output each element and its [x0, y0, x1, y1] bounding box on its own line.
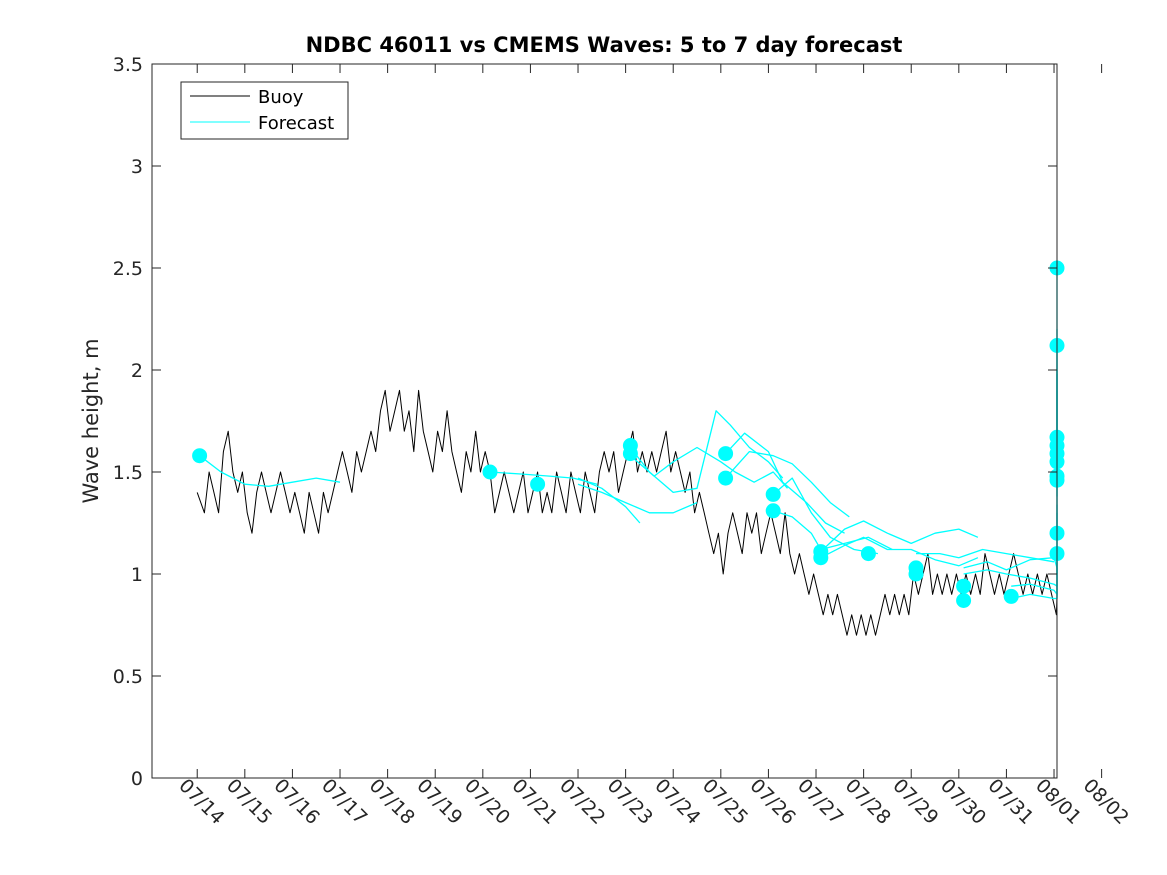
forecast-series-line-9	[772, 477, 879, 555]
forecast-series-line-5	[629, 410, 784, 494]
forecast-series-line-3	[577, 477, 641, 524]
x-tick-label-6: 07/20	[460, 775, 514, 829]
forecast-series-line-6	[629, 446, 788, 489]
legend-forecast-label: Forecast	[258, 113, 334, 134]
y-tick-label-3: 1.5	[113, 462, 143, 484]
x-tick-label-12: 07/26	[746, 775, 800, 829]
x-tick-label-2: 07/16	[270, 775, 324, 829]
y-axis-label: Wave height, m	[79, 338, 103, 503]
legend-buoy-label: Buoy	[258, 87, 304, 108]
x-tick-label-16: 07/30	[936, 775, 990, 829]
x-tick-label-15: 07/29	[888, 775, 942, 829]
x-tick-label-8: 07/22	[555, 775, 609, 829]
y-tick-label-4: 2	[131, 360, 143, 382]
x-tick-label-5: 07/19	[412, 775, 466, 829]
forecast-marker-8	[765, 503, 781, 519]
forecast-marker-5	[718, 446, 734, 462]
forecast-marker-16	[1003, 588, 1019, 604]
forecast-series-line-10	[773, 510, 893, 551]
forecast-marker-4	[622, 446, 638, 462]
x-tick-label-19: 08/02	[1079, 775, 1133, 829]
plot-area-frame	[151, 63, 1058, 779]
x-tick-label-3: 07/17	[317, 775, 371, 829]
x-tick-label-10: 07/24	[650, 775, 704, 829]
y-tick-label-1: 0.5	[113, 666, 143, 688]
forecast-marker-2	[530, 476, 546, 492]
x-tick-label-0: 07/14	[174, 775, 228, 829]
forecast-series-line-7	[725, 432, 845, 534]
y-tick-label-2: 1	[131, 564, 143, 586]
forecast-marker-10	[813, 550, 829, 566]
y-tick-label-0: 0	[131, 768, 143, 790]
y-tick-label-7: 3.5	[113, 54, 143, 76]
x-tick-label-1: 07/15	[222, 775, 276, 829]
forecast-series-line-4	[577, 483, 698, 514]
x-tick-label-18: 08/01	[1031, 775, 1085, 829]
forecast-series-line-13	[916, 548, 1055, 563]
x-tick-label-14: 07/28	[841, 775, 895, 829]
x-tick-label-13: 07/27	[793, 775, 847, 829]
axis-ticks-layer: 00.511.522.533.507/1407/1507/1607/1707/1…	[113, 54, 1133, 829]
y-tick-label-5: 2.5	[113, 258, 143, 280]
y-tick-label-6: 3	[131, 156, 143, 178]
plot-data-layer	[192, 260, 1065, 636]
forecast-series-line-8	[725, 450, 850, 518]
x-tick-label-7: 07/21	[508, 775, 562, 829]
forecast-marker-14	[956, 578, 972, 594]
x-tick-label-9: 07/23	[603, 775, 657, 829]
x-tick-label-17: 07/31	[984, 775, 1038, 829]
buoy-series-line	[196, 349, 1058, 636]
forecast-marker-15	[956, 593, 972, 608]
forecast-series-line-11	[820, 520, 979, 553]
forecast-marker-11	[860, 546, 876, 562]
x-tick-label-11: 07/25	[698, 775, 752, 829]
forecast-marker-1	[482, 464, 498, 480]
forecast-marker-13	[908, 566, 924, 582]
chart-title: NDBC 46011 vs CMEMS Waves: 5 to 7 day fo…	[306, 33, 903, 57]
forecast-marker-6	[718, 470, 734, 486]
forecast-series-line-1	[199, 455, 341, 487]
forecast-marker-0	[192, 448, 208, 464]
forecast-marker-7	[765, 486, 781, 502]
x-tick-label-4: 07/18	[365, 775, 419, 829]
legend-box	[180, 81, 349, 140]
forecast-series-line-12	[820, 536, 979, 567]
legend: Buoy Forecast	[180, 81, 349, 140]
forecast-series-line-17	[1011, 561, 1058, 600]
